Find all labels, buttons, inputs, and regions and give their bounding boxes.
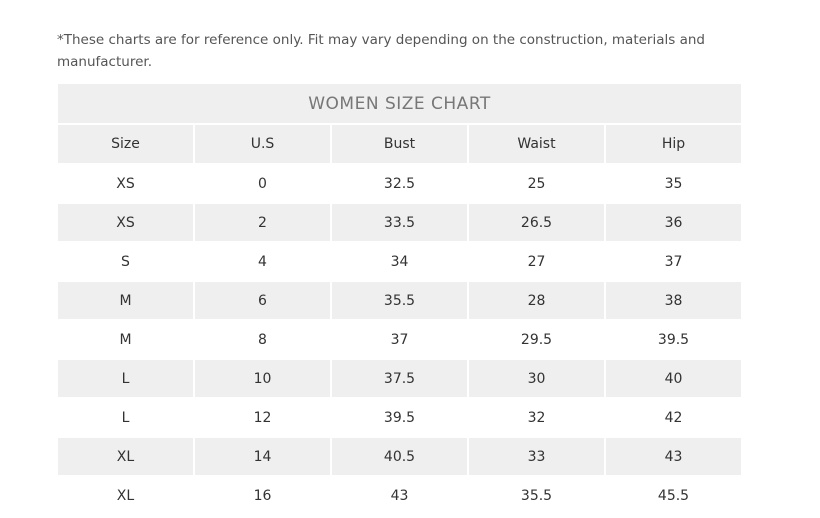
table-cell: 35 (664, 175, 683, 192)
table-cell: 34 (390, 253, 409, 270)
table-cell: 40.5 (332, 438, 467, 475)
size-note: *These charts are for reference only. Fi… (57, 32, 705, 70)
table-cell: 25 (527, 175, 546, 192)
column-header: Waist (469, 125, 604, 163)
title-row: WOMEN SIZE CHART (58, 84, 741, 123)
table-cell: 35.5 (332, 282, 467, 319)
table-cell: 12 (253, 409, 272, 426)
table-cell: XS (58, 204, 193, 241)
table-cell: 26.5 (469, 204, 604, 241)
table-row: L 12 39.5 32 42 (58, 399, 741, 436)
table-cell: 29.5 (520, 331, 553, 348)
table-row: XL 14 40.5 33 43 (58, 438, 741, 475)
table-cell: L (121, 409, 130, 426)
table-cell: XL (58, 438, 193, 475)
table-row: XS 0 32.5 25 35 (58, 165, 741, 202)
table-cell: 43 (606, 438, 741, 475)
table-cell: 39.5 (657, 331, 690, 348)
table-cell: 38 (606, 282, 741, 319)
table-row: M 6 35.5 28 38 (58, 282, 741, 319)
table-cell: S (121, 253, 130, 270)
table-cell: 30 (469, 360, 604, 397)
table-body: XS 0 32.5 25 35 XS 2 33.5 26.5 36 S 4 34 27 37 M 6 35.5 28… (58, 165, 741, 514)
size-table: WOMEN SIZE CHART Size U.S Bust Waist Hip XS 0… (56, 82, 743, 516)
table-cell: 45.5 (657, 487, 690, 504)
table-row: S 4 34 27 37 (58, 243, 741, 280)
column-header: U.S (195, 125, 330, 163)
column-header: Size (58, 125, 193, 163)
table-cell: 35.5 (520, 487, 553, 504)
table-cell: 14 (195, 438, 330, 475)
table-cell: 40 (606, 360, 741, 397)
table-title: WOMEN SIZE CHART (58, 84, 741, 123)
table-cell: 0 (258, 175, 267, 192)
table-cell: L (58, 360, 193, 397)
column-header: Bust (332, 125, 467, 163)
table-cell: 43 (390, 487, 409, 504)
table-cell: 28 (469, 282, 604, 319)
table-row: M 8 37 29.5 39.5 (58, 321, 741, 358)
table-cell: 32.5 (383, 175, 416, 192)
table-cell: 39.5 (383, 409, 416, 426)
table-cell: 8 (258, 331, 267, 348)
table-cell: 2 (195, 204, 330, 241)
table-cell: 16 (253, 487, 272, 504)
table-cell: 10 (195, 360, 330, 397)
table-row: XS 2 33.5 26.5 36 (58, 204, 741, 241)
table-head: WOMEN SIZE CHART Size U.S Bust Waist Hip (58, 84, 741, 163)
column-header: Hip (606, 125, 741, 163)
table-cell: 33 (469, 438, 604, 475)
table-cell: 37 (664, 253, 683, 270)
table-cell: 42 (664, 409, 683, 426)
table-cell: 36 (606, 204, 741, 241)
table-cell: 33.5 (332, 204, 467, 241)
header-row: Size U.S Bust Waist Hip (58, 125, 741, 163)
table-cell: 6 (195, 282, 330, 319)
table-cell: 4 (258, 253, 267, 270)
table-cell: 27 (527, 253, 546, 270)
table-cell: XS (116, 175, 135, 192)
table-cell: M (119, 331, 132, 348)
table-cell: 37.5 (332, 360, 467, 397)
table-cell: 37 (390, 331, 409, 348)
table-row: L 10 37.5 30 40 (58, 360, 741, 397)
table-cell: XL (116, 487, 135, 504)
table-cell: 32 (527, 409, 546, 426)
table-cell: M (58, 282, 193, 319)
table-row: XL 16 43 35.5 45.5 (58, 477, 741, 514)
